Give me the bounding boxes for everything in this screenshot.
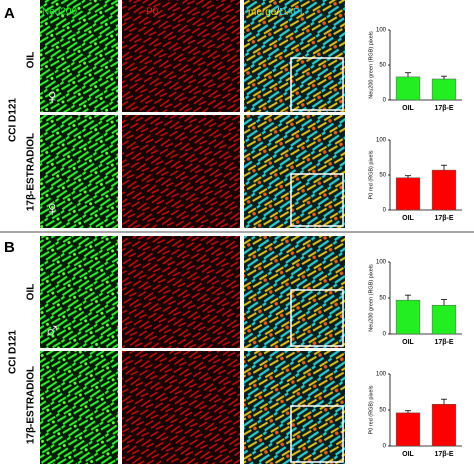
x-tick-label: 17β-E — [434, 105, 453, 112]
y-tick-label: 0 — [383, 332, 387, 338]
x-tick-label: 17β-E — [434, 339, 453, 346]
header-dapi: DAPI — [279, 7, 302, 18]
y-tick-label: 100 — [376, 28, 387, 34]
panel-label: A — [4, 5, 15, 22]
y-tick-label: 50 — [379, 173, 386, 179]
row-label: 17β-ESTRADIOL — [26, 133, 37, 211]
y-axis-label: Neu200 green (RGB) pixels — [368, 264, 374, 332]
x-tick-label: OIL — [402, 339, 414, 346]
bar — [395, 76, 421, 101]
group-label: CCI D121 — [8, 330, 19, 374]
x-tick-label: OIL — [402, 105, 414, 112]
bar — [395, 299, 421, 335]
images — [40, 0, 345, 464]
micrograph — [40, 236, 118, 348]
inset — [290, 405, 344, 463]
sex-symbol: ♀ — [44, 84, 61, 109]
column-header: merge/DAPI — [248, 7, 302, 18]
micrograph — [40, 351, 118, 464]
bar — [431, 304, 457, 335]
y-tick-label: 0 — [383, 208, 387, 214]
micrograph — [40, 115, 118, 228]
header-merge: merge — [248, 7, 277, 18]
sex-symbol: ♀ — [44, 196, 61, 221]
row-label: OIL — [26, 52, 37, 69]
micrograph — [40, 0, 118, 112]
y-tick-label: 100 — [376, 372, 387, 378]
y-tick-label: 0 — [383, 444, 387, 450]
bar — [395, 177, 421, 211]
x-tick-label: OIL — [402, 215, 414, 222]
bar — [431, 78, 457, 101]
y-tick-label: 100 — [376, 260, 387, 266]
x-tick-label: OIL — [402, 451, 414, 458]
group-label: CCI D121 — [8, 98, 19, 142]
row-label: 17β-ESTRADIOL — [26, 366, 37, 444]
inset — [290, 289, 344, 347]
micrograph — [122, 115, 240, 228]
micrograph — [122, 0, 240, 112]
micrograph — [122, 236, 240, 348]
header-slash: / — [276, 7, 279, 18]
column-header: P0 — [146, 7, 159, 18]
micrograph — [122, 351, 240, 464]
bar — [395, 412, 421, 447]
sex-symbol: ♂ — [44, 318, 61, 343]
x-tick-label: 17β-E — [434, 215, 453, 222]
y-tick-label: 0 — [383, 98, 387, 104]
x-tick-label: 17β-E — [434, 451, 453, 458]
y-axis-label: P0 red (RGB) pixels — [368, 150, 374, 199]
y-tick-label: 50 — [379, 408, 386, 414]
row-label: OIL — [26, 284, 37, 301]
bar — [431, 403, 457, 447]
y-tick-label: 50 — [379, 63, 386, 69]
y-axis-label: Neu200 green (RGB) pixels — [368, 31, 374, 99]
inset — [290, 173, 344, 227]
y-axis-label: P0 red (RGB) pixels — [368, 385, 374, 434]
y-tick-label: 50 — [379, 296, 386, 302]
y-tick-label: 100 — [376, 138, 387, 144]
bar — [431, 169, 457, 211]
inset — [290, 57, 344, 111]
panel-label: B — [4, 239, 15, 256]
column-header: Neu200 — [42, 7, 77, 18]
